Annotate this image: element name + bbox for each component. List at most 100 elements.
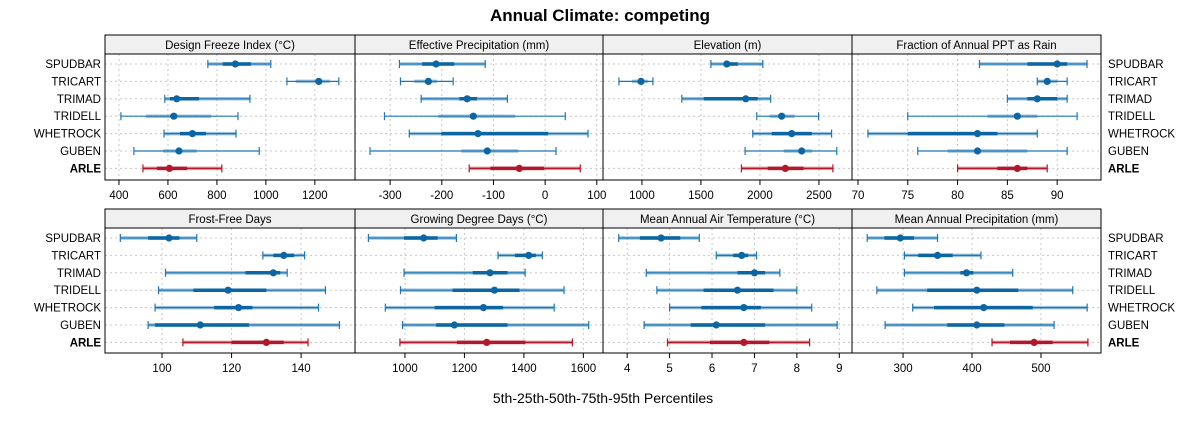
median-point xyxy=(269,269,277,277)
row-label: ARLE xyxy=(1108,163,1140,175)
interval-trimad xyxy=(645,268,781,277)
interval-arle xyxy=(666,338,811,347)
panel-border xyxy=(851,53,1102,181)
row-label: WHETROCK xyxy=(1108,129,1175,141)
panel-title: Mean Annual Precipitation (mm) xyxy=(895,214,1059,226)
median-point xyxy=(712,321,720,329)
x-tick-label: 6 xyxy=(709,363,715,375)
interval-tricart xyxy=(1036,77,1068,86)
row-label: GUBEN xyxy=(1108,320,1149,332)
median-point xyxy=(173,95,181,103)
x-tick-label: 1200 xyxy=(302,190,328,202)
interval-trimad xyxy=(420,94,509,103)
median-point xyxy=(424,77,432,85)
median-point xyxy=(483,338,491,346)
row-label: WHETROCK xyxy=(34,303,101,315)
median-point xyxy=(515,164,523,172)
interval-whetrock xyxy=(163,129,237,138)
x-tick-label: 4 xyxy=(624,363,631,375)
interval-spudbar xyxy=(119,234,198,242)
panel-2: Elevation (m) 1000 1500 2000 2500 xyxy=(602,34,853,202)
interval-whetrock xyxy=(752,129,833,138)
row-label: TRIDELL xyxy=(54,111,102,123)
row-label: ARLE xyxy=(1108,337,1140,349)
row-label: TRICART xyxy=(51,76,101,88)
median-point xyxy=(738,251,746,259)
panel-title: Fraction of Annual PPT as Rain xyxy=(896,40,1056,52)
interval-tricart xyxy=(399,77,454,86)
row-label: SPUDBAR xyxy=(1108,233,1164,245)
x-tick-label: 1600 xyxy=(571,363,597,375)
row-label: TRIMAD xyxy=(1108,94,1152,106)
interval-tricart xyxy=(618,77,654,86)
interval-tridell xyxy=(756,112,820,121)
interval-tridell xyxy=(656,286,798,295)
interval-guben xyxy=(917,147,1068,155)
median-point xyxy=(525,251,533,259)
interval-spudbar xyxy=(866,234,939,242)
panel-title: Effective Precipitation (mm) xyxy=(409,40,550,52)
row-label: SPUDBAR xyxy=(1108,59,1164,71)
median-point xyxy=(778,112,786,120)
row-label: ARLE xyxy=(70,163,102,175)
median-point xyxy=(973,321,981,329)
row-label: TRICART xyxy=(1108,76,1158,88)
row-label: TRIDELL xyxy=(54,285,102,297)
median-point xyxy=(280,251,288,259)
row-label: TRIMAD xyxy=(1108,268,1152,280)
interval-whetrock xyxy=(912,303,1088,312)
median-point xyxy=(1013,112,1021,120)
median-point xyxy=(657,234,665,242)
panel-3: Fraction of Annual PPT as Rain 70 75 80 85 90… xyxy=(851,34,1175,202)
median-point xyxy=(740,338,748,346)
interval-spudbar xyxy=(367,234,458,242)
median-point xyxy=(740,304,748,312)
median-point xyxy=(463,95,471,103)
interval-tridell xyxy=(876,286,1074,295)
median-point xyxy=(490,286,499,294)
x-tick-label: -100 xyxy=(482,190,505,202)
x-tick-label: 80 xyxy=(951,190,964,202)
panel-6: Mean Annual Air Temperature (°C) 4 5 6 7 8 9 xyxy=(602,208,853,375)
x-tick-label: 100 xyxy=(152,363,171,375)
median-point xyxy=(723,60,731,68)
panel-4: Frost-Free Days 100 120 140 SPUDBAR TRICART TR… xyxy=(34,208,356,375)
chart-title: Annual Climate: competing xyxy=(490,6,710,25)
median-point xyxy=(474,130,482,138)
median-point xyxy=(231,60,239,68)
x-tick-label: 5 xyxy=(666,363,672,375)
interval-whetrock xyxy=(867,129,1038,138)
median-point xyxy=(1043,77,1051,85)
x-tick-label: 300 xyxy=(893,363,912,375)
x-tick-label: 100 xyxy=(587,190,606,202)
median-point xyxy=(896,234,904,242)
row-label: SPUDBAR xyxy=(45,233,101,245)
x-tick-label: -200 xyxy=(430,190,453,202)
x-tick-label: 500 xyxy=(1031,363,1050,375)
median-point xyxy=(742,95,750,103)
panel-5: Growing Degree Days (°C) 1000 1200 1400 1600 xyxy=(354,208,604,375)
interval-guben xyxy=(884,321,1055,329)
median-point xyxy=(432,60,440,68)
x-tick-label: 120 xyxy=(222,363,241,375)
row-label: TRIMAD xyxy=(57,94,101,106)
row-label: TRIDELL xyxy=(1108,111,1156,123)
median-point xyxy=(234,304,243,312)
interval-trimad xyxy=(164,94,251,103)
interval-arle xyxy=(182,338,309,347)
x-tick-label: 2500 xyxy=(806,190,832,202)
median-point xyxy=(1053,60,1061,68)
panel-border xyxy=(602,53,853,181)
median-point xyxy=(973,147,982,155)
median-point xyxy=(781,164,789,172)
median-point xyxy=(733,286,742,294)
median-point xyxy=(750,269,759,277)
x-tick-label: 1000 xyxy=(253,190,279,202)
interval-tricart xyxy=(497,251,543,260)
panel-1: Effective Precipitation (mm) -300 -200 -100… xyxy=(354,34,606,202)
interval-tridell xyxy=(907,112,1078,121)
interval-arle xyxy=(956,164,1048,173)
median-point xyxy=(973,286,981,294)
x-tick-label: 1000 xyxy=(629,190,655,202)
